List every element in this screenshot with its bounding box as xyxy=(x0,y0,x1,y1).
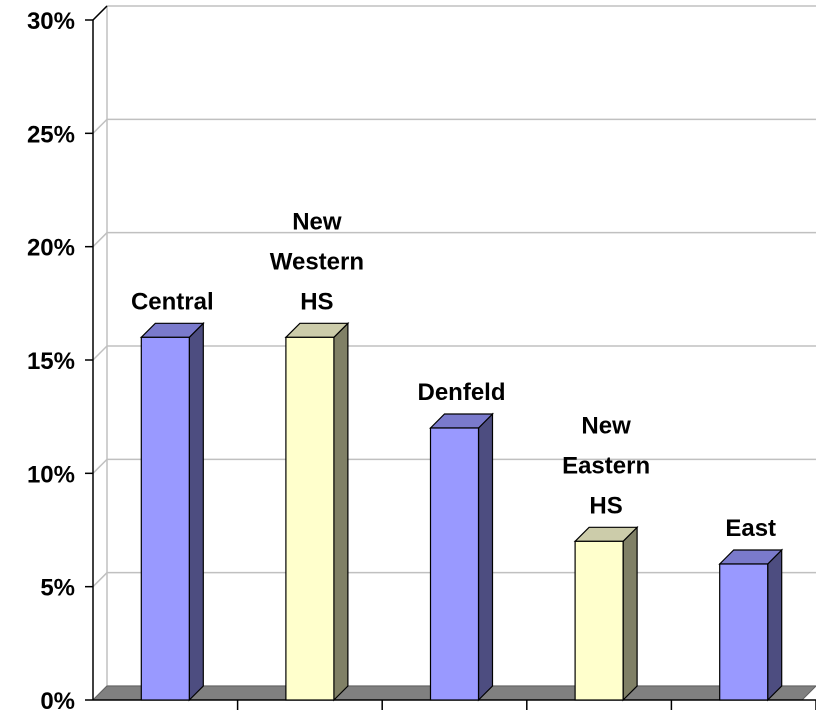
y-tick-label: 10% xyxy=(27,461,75,488)
bar-category-label-line: Western xyxy=(270,248,364,275)
bar-side xyxy=(477,412,494,702)
bar-category-label-line: New xyxy=(581,412,631,439)
bar-category-label: Central xyxy=(131,288,214,315)
bar-category-label-line: HS xyxy=(300,288,333,315)
bar xyxy=(429,412,494,702)
y-axis-top xyxy=(92,5,108,21)
y-tick-label: 30% xyxy=(27,8,75,35)
y-tick-label: 25% xyxy=(27,121,75,148)
bar-front xyxy=(285,336,335,701)
bar-labels: Central New Western HS Denfeld New Eastern HS Ea… xyxy=(131,208,776,542)
bar xyxy=(573,525,639,702)
gridline xyxy=(92,231,816,248)
bar-side xyxy=(767,548,783,702)
bar-category-label: East xyxy=(725,515,776,542)
gridline xyxy=(92,118,816,134)
y-tick-label: 20% xyxy=(27,235,75,262)
bar-side xyxy=(188,321,204,702)
gridline xyxy=(92,5,816,21)
bars xyxy=(139,321,784,702)
bar-side xyxy=(333,321,349,702)
bar-category-label-line: East xyxy=(725,515,776,542)
bar-front xyxy=(719,563,769,701)
bar-front xyxy=(574,540,624,701)
bar xyxy=(284,321,350,702)
y-tick-label: 0% xyxy=(40,688,75,714)
bar-category-label-line: Eastern xyxy=(562,452,650,479)
y-tick-label: 5% xyxy=(40,575,75,602)
bar xyxy=(718,548,784,702)
bar-front xyxy=(429,427,480,701)
bar-front xyxy=(140,336,190,701)
bar-category-label: New Eastern HS xyxy=(562,412,650,519)
bar-category-label-line: HS xyxy=(589,492,622,519)
bar-category-label-line: Denfeld xyxy=(417,379,505,406)
bar-category-label: New Western HS xyxy=(270,208,364,315)
bar-side xyxy=(622,525,638,702)
bar-category-label-line: Central xyxy=(131,288,214,315)
y-tick-label: 15% xyxy=(27,348,75,375)
bar-category-label: Denfeld xyxy=(417,379,505,406)
bar xyxy=(139,321,205,702)
bar-category-label-line: New xyxy=(292,208,342,235)
